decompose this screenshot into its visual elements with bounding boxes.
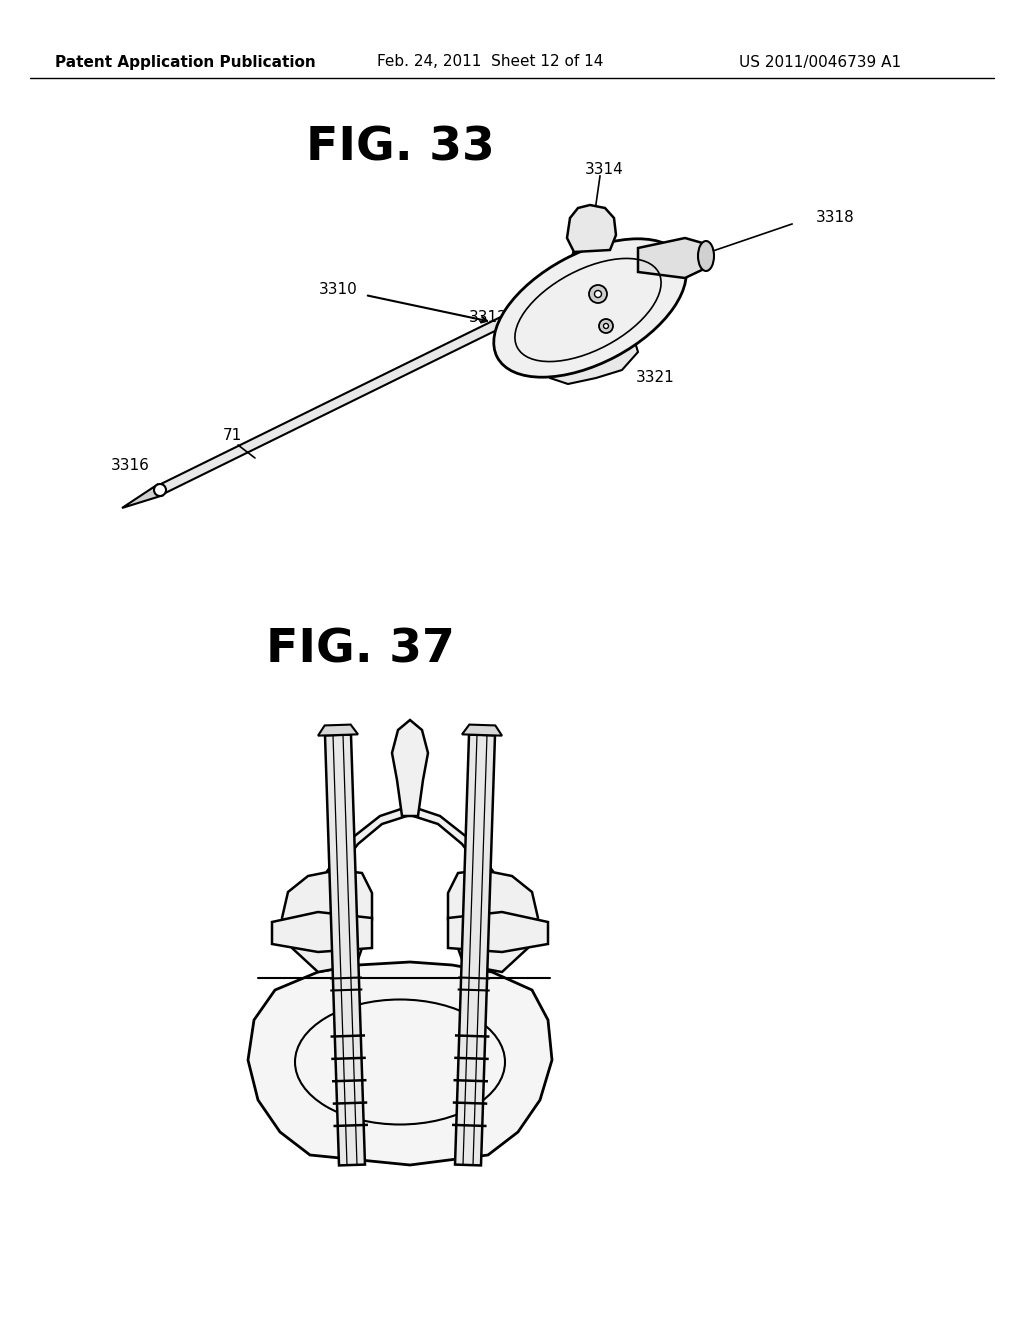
Text: 3318: 3318: [816, 210, 855, 226]
Text: FIG. 37: FIG. 37: [265, 627, 455, 672]
Text: 3314: 3314: [585, 162, 624, 177]
Polygon shape: [325, 734, 365, 1166]
Polygon shape: [449, 870, 538, 972]
Ellipse shape: [494, 239, 686, 378]
Text: 3316: 3316: [111, 458, 150, 473]
Polygon shape: [638, 238, 706, 279]
Text: Feb. 24, 2011  Sheet 12 of 14: Feb. 24, 2011 Sheet 12 of 14: [377, 54, 603, 70]
Circle shape: [603, 323, 608, 329]
Polygon shape: [282, 870, 372, 972]
Text: 3310: 3310: [318, 282, 357, 297]
Ellipse shape: [698, 242, 714, 271]
Polygon shape: [122, 484, 163, 508]
Text: 3321: 3321: [636, 371, 675, 385]
Polygon shape: [272, 912, 372, 952]
Text: Patent Application Publication: Patent Application Publication: [54, 54, 315, 70]
Polygon shape: [248, 962, 552, 1166]
Polygon shape: [455, 734, 495, 1166]
Polygon shape: [158, 314, 512, 495]
Polygon shape: [547, 318, 638, 384]
Text: US 2011/0046739 A1: US 2011/0046739 A1: [739, 54, 901, 70]
Circle shape: [589, 285, 607, 304]
Text: FIG. 33: FIG. 33: [305, 125, 495, 170]
Polygon shape: [318, 725, 358, 735]
Circle shape: [595, 290, 601, 297]
Text: 71: 71: [222, 428, 242, 442]
Polygon shape: [328, 807, 492, 870]
Circle shape: [599, 319, 613, 333]
Circle shape: [154, 484, 166, 496]
Polygon shape: [568, 249, 616, 282]
Polygon shape: [392, 719, 428, 816]
Polygon shape: [449, 912, 548, 952]
Polygon shape: [462, 725, 502, 735]
Polygon shape: [567, 205, 616, 252]
Text: 3312: 3312: [469, 310, 507, 326]
